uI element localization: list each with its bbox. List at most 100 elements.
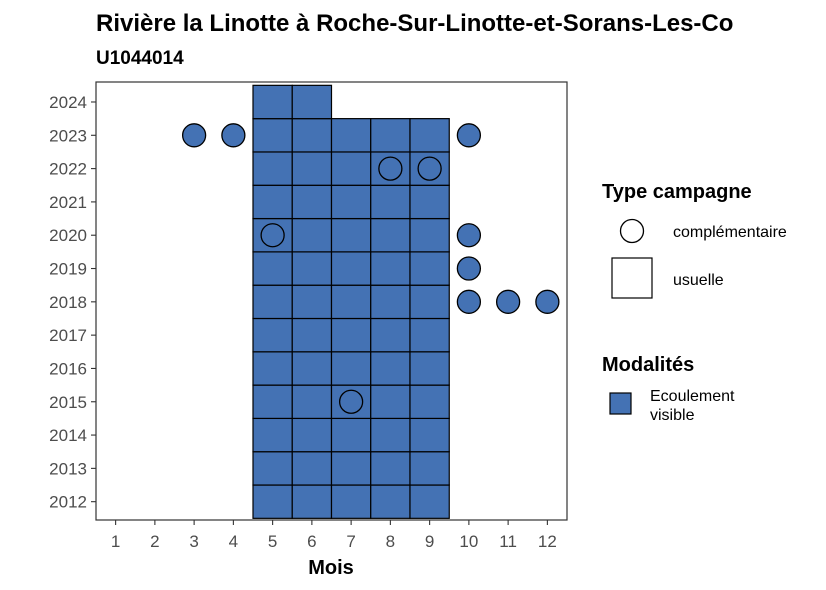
y-tick-label: 2020: [49, 226, 87, 245]
legend-key-circle: [619, 218, 645, 244]
x-tick-label: 6: [307, 532, 316, 551]
legend-title-modalites: Modalités: [602, 354, 694, 376]
usuelle-tile: [330, 451, 372, 486]
y-tick-label: 2012: [49, 493, 87, 512]
usuelle-tile: [291, 151, 333, 186]
usuelle-tile: [330, 251, 372, 286]
usuelle-tile: [252, 451, 293, 486]
usuelle-tile: [330, 351, 372, 386]
x-tick-label: 2: [150, 532, 159, 551]
usuelle-tile: [252, 151, 293, 186]
complementaire-point: [417, 156, 442, 181]
usuelle-tile: [330, 317, 372, 353]
usuelle-tile: [370, 217, 411, 253]
usuelle-tile: [330, 484, 372, 519]
x-tick-label: 5: [268, 532, 277, 551]
usuelle-tile: [252, 184, 293, 220]
usuelle-tile: [409, 118, 450, 153]
usuelle-tile: [291, 451, 333, 486]
usuelle-tile: [370, 384, 411, 420]
x-tick-label: 7: [346, 532, 355, 551]
complementaire-point: [456, 123, 482, 148]
usuelle-tile: [291, 484, 333, 519]
x-tick-label: 4: [229, 532, 238, 551]
usuelle-tile: [370, 484, 411, 519]
legend-label-ecoulement: Ecoulement: [650, 388, 735, 405]
complementaire-point: [495, 289, 521, 314]
usuelle-tile: [409, 251, 450, 286]
usuelle-tile: [252, 417, 293, 453]
complementaire-points: [181, 123, 560, 414]
usuelle-tile: [409, 317, 450, 353]
usuelle-tile: [291, 351, 333, 386]
complementaire-point: [221, 123, 246, 148]
chart-subtitle: U1044014: [96, 48, 184, 69]
complementaire-point: [535, 289, 560, 314]
legend-key-square: [611, 257, 653, 299]
usuelle-tile: [252, 118, 293, 153]
usuelle-tile: [370, 317, 411, 353]
usuelle-tile: [409, 417, 450, 453]
legend-title-type: Type campagne: [602, 181, 752, 203]
y-axis: 2012 2013 2014 2015 2016 2017 2018 2019 2020 2021…: [49, 93, 96, 512]
x-axis: 1 2 3 4 5 6 7 8 9 10 11 12: [111, 520, 557, 551]
x-tick-label: 10: [459, 532, 478, 551]
usuelle-tile: [330, 284, 372, 320]
usuelle-tile: [330, 217, 372, 253]
usuelle-tile: [252, 317, 293, 353]
y-tick-label: 2021: [49, 193, 87, 212]
usuelle-tile: [330, 417, 372, 453]
y-tick-label: 2017: [49, 326, 87, 345]
complementaire-point: [456, 256, 482, 281]
usuelle-tile: [370, 251, 411, 286]
usuelle-tile: [370, 284, 411, 320]
plot-border: [95, 81, 568, 521]
y-tick-label: 2023: [49, 126, 87, 145]
usuelle-tile: [370, 118, 411, 153]
usuelle-tile: [330, 118, 372, 153]
usuelle-tile: [409, 484, 450, 519]
usuelle-tile: [252, 484, 293, 519]
usuelle-tile: [252, 84, 293, 120]
usuelle-tiles: [252, 84, 450, 519]
usuelle-tile: [291, 417, 333, 453]
x-tick-label: 12: [538, 532, 557, 551]
y-tick-label: 2013: [49, 459, 87, 478]
y-tick-label: 2024: [49, 93, 87, 112]
usuelle-tile: [370, 417, 411, 453]
usuelle-tile: [252, 351, 293, 386]
y-tick-label: 2022: [49, 160, 87, 179]
complementaire-point: [378, 156, 403, 181]
legend-label-usuelle: usuelle: [673, 272, 724, 289]
usuelle-tile: [370, 184, 411, 220]
usuelle-tile: [291, 251, 333, 286]
usuelle-tile: [409, 384, 450, 420]
complementaire-point: [260, 223, 285, 248]
complementaire-point: [181, 123, 207, 148]
legend: Type campagne complémentaire usuelle Modali…: [602, 181, 787, 424]
y-tick-label: 2019: [49, 260, 87, 279]
usuelle-tile: [252, 284, 293, 320]
x-tick-label: 8: [386, 532, 395, 551]
usuelle-tile: [370, 451, 411, 486]
y-tick-label: 2018: [49, 293, 87, 312]
usuelle-tile: [291, 317, 333, 353]
legend-label-complementaire: complémentaire: [673, 224, 787, 241]
complementaire-point: [338, 389, 364, 414]
usuelle-tile: [409, 284, 450, 320]
usuelle-tile: [291, 118, 333, 153]
x-tick-label: 9: [425, 532, 434, 551]
usuelle-tile: [291, 284, 333, 320]
y-tick-label: 2016: [49, 359, 87, 378]
chart-title: Rivière la Linotte à Roche-Sur-Linotte-e…: [96, 10, 733, 37]
complementaire-point: [456, 289, 482, 314]
x-tick-label: 3: [189, 532, 198, 551]
usuelle-tile: [370, 351, 411, 386]
legend-label-ecoulement: visible: [650, 407, 695, 424]
x-tick-label: 11: [499, 532, 517, 551]
usuelle-tile: [291, 84, 333, 120]
usuelle-tile: [409, 451, 450, 486]
x-axis-title: Mois: [308, 557, 354, 579]
usuelle-tile: [291, 184, 333, 220]
